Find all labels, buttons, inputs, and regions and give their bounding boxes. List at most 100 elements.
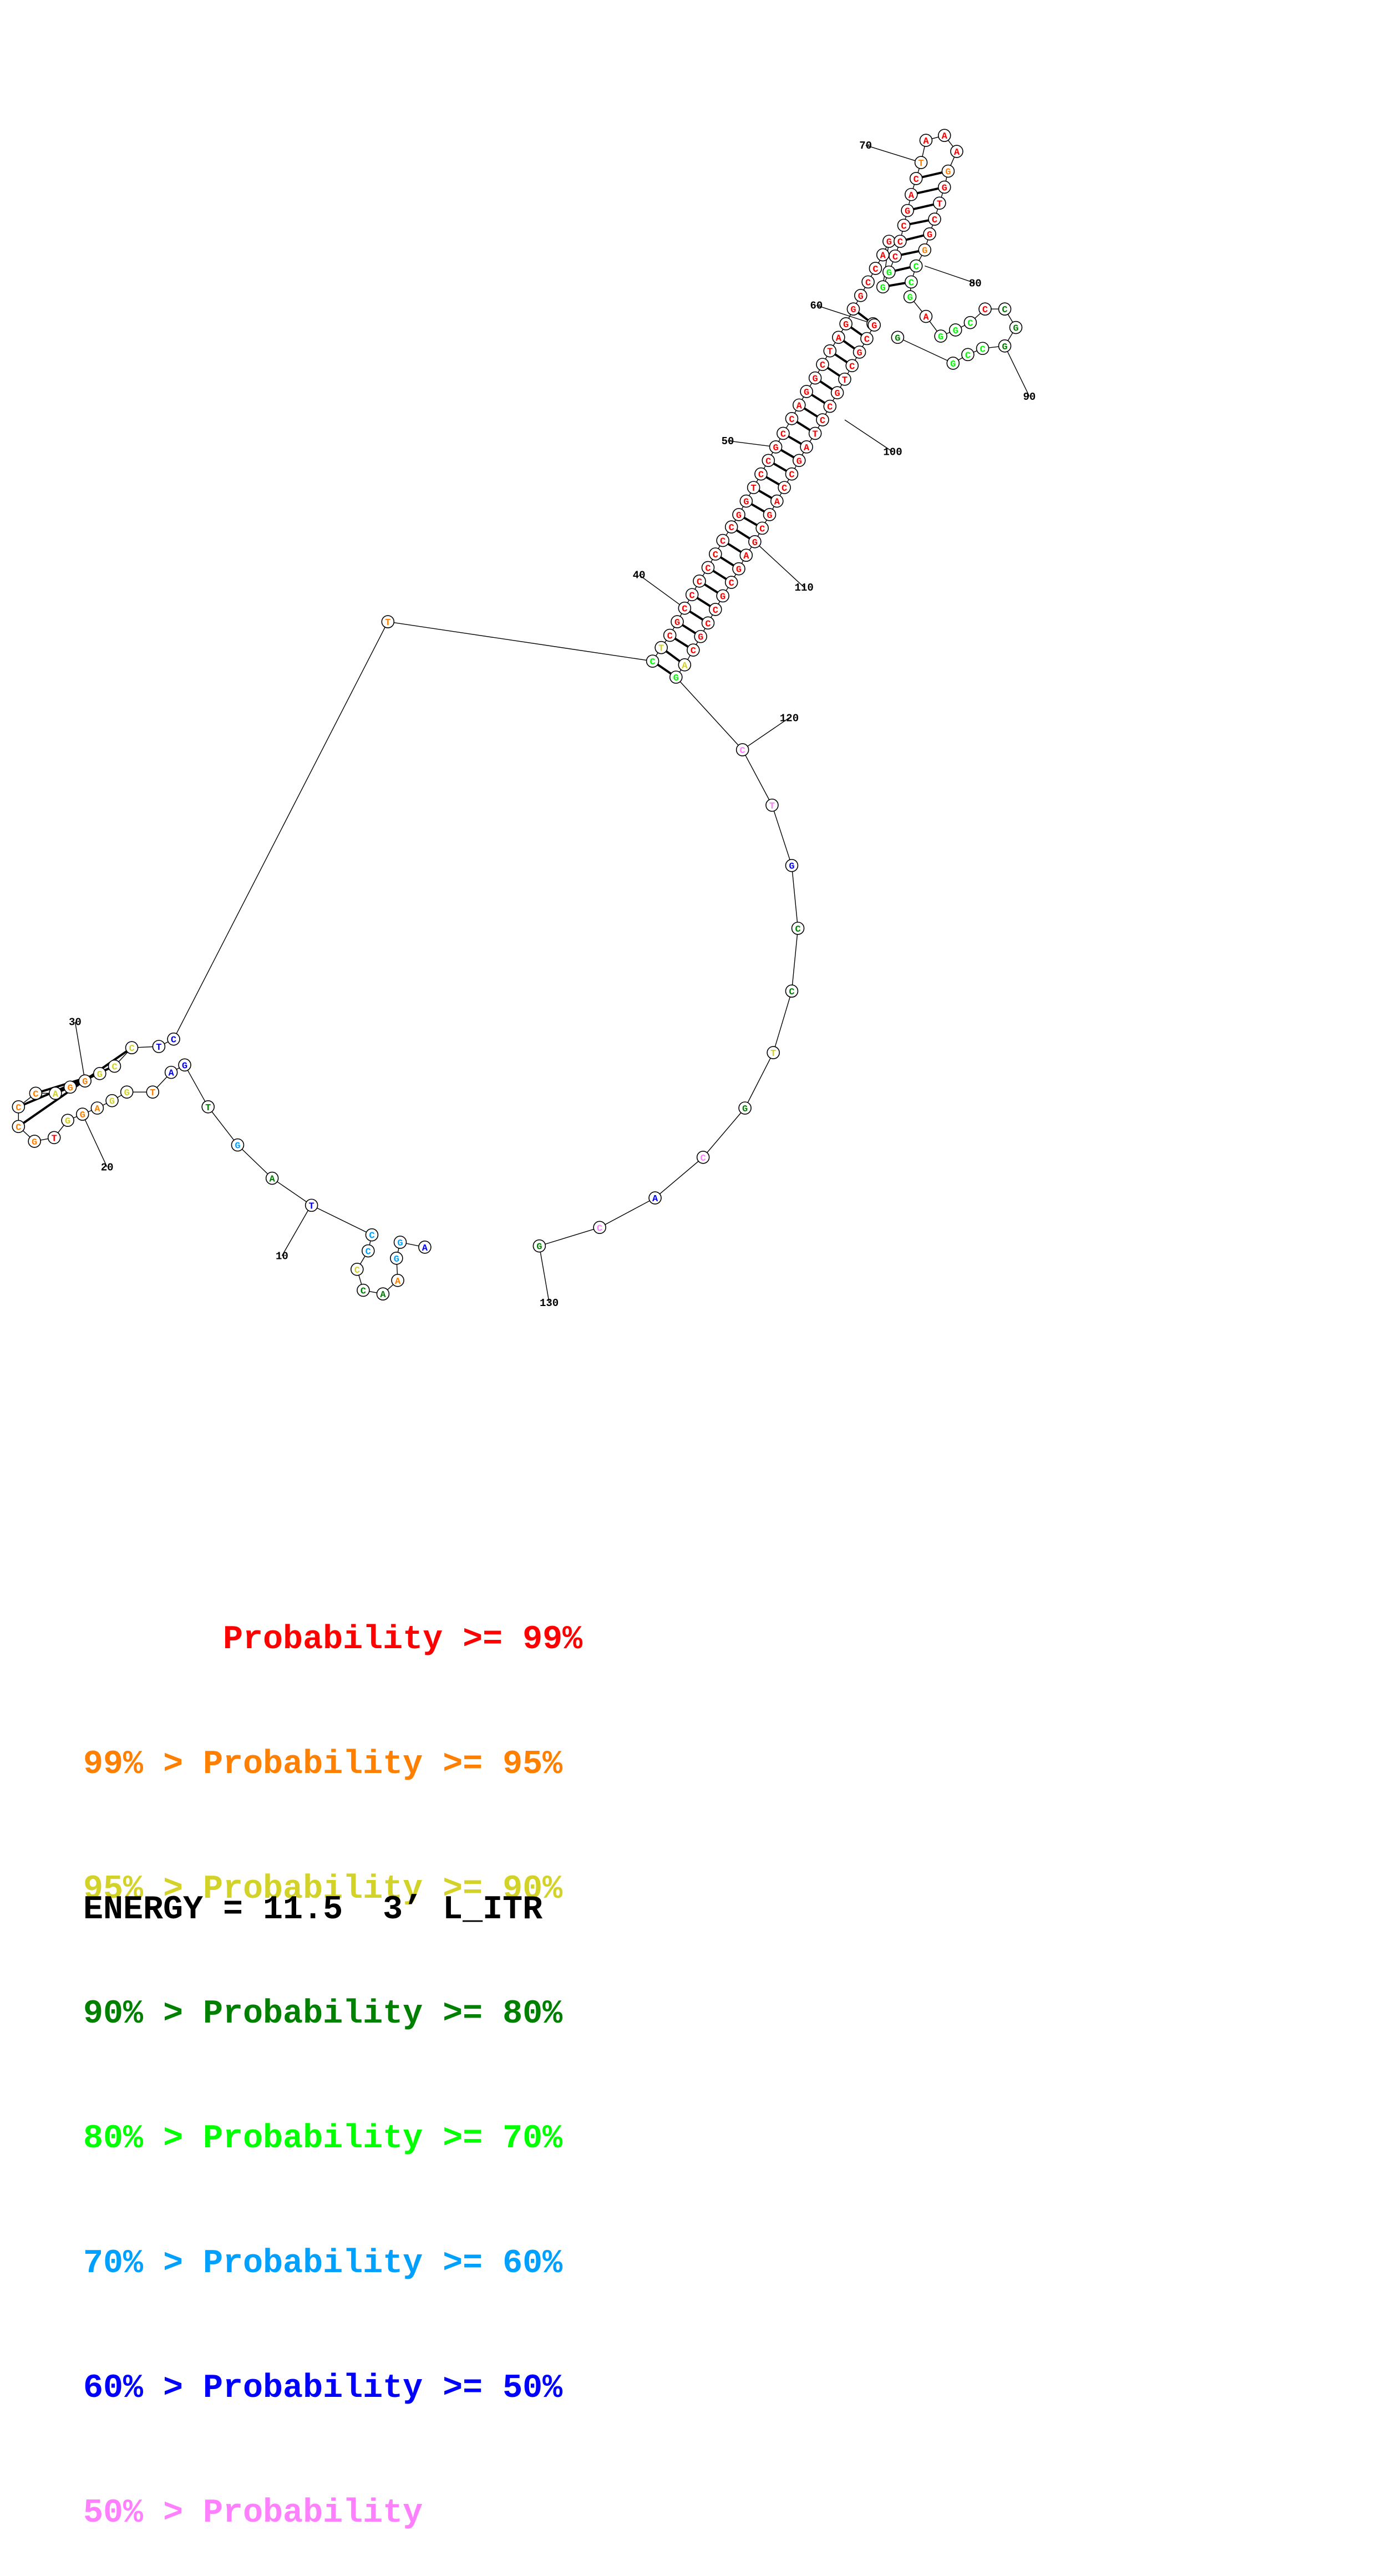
- index-tick: [865, 145, 921, 163]
- nucleotide-letter: A: [774, 497, 780, 508]
- nucleotide-letter: G: [813, 374, 818, 385]
- nucleotide-letter: C: [849, 362, 855, 372]
- nucleotide-letter: G: [97, 1070, 103, 1080]
- nucleotide-circle: [905, 187, 918, 201]
- nucleotide-circle: [47, 1131, 61, 1145]
- nucleotide-letter: C: [689, 591, 695, 601]
- nucleotide-circle: [778, 481, 791, 494]
- nucleotide-letter: C: [705, 619, 711, 629]
- nucleotide-letter: A: [380, 1290, 386, 1300]
- nucleotide-circle: [739, 494, 753, 508]
- nucleotide-letter: A: [923, 136, 929, 147]
- nucleotide-letter: T: [150, 1088, 155, 1099]
- nucleotide-letter: C: [765, 456, 771, 467]
- nucleotide-circle: [365, 1228, 379, 1242]
- nucleotide-letter: G: [742, 1104, 748, 1115]
- nucleotide-letter: C: [713, 550, 718, 561]
- legend-line-p70: 80% > Probability >= 70%: [83, 2120, 563, 2158]
- nucleotide-circle: [701, 561, 715, 575]
- nucleotide-letter: A: [168, 1069, 174, 1079]
- backbone-segment: [791, 928, 799, 992]
- nucleotide-letter: G: [922, 246, 927, 257]
- nucleotide-circle: [164, 1065, 178, 1079]
- nucleotide-letter: C: [740, 746, 745, 756]
- nucleotide-circle: [785, 467, 799, 481]
- nucleotide-circle: [654, 641, 668, 654]
- nucleotide-circle: [663, 628, 677, 642]
- nucleotide-letter: C: [701, 1154, 706, 1164]
- nucleotide-circle: [903, 290, 917, 303]
- nucleotide-letter: C: [865, 278, 871, 288]
- nucleotide-letter: C: [369, 1231, 374, 1242]
- nucleotide-circle: [724, 576, 738, 589]
- nucleotide-letter: G: [927, 230, 932, 241]
- nucleotide-circle: [846, 302, 860, 316]
- nucleotide-circle: [823, 399, 837, 413]
- index-tick: [754, 541, 805, 588]
- nucleotide-letter: C: [789, 470, 794, 481]
- nucleotide-letter: C: [967, 319, 973, 329]
- nucleotide-circle: [792, 398, 806, 412]
- nucleotide-letter: C: [820, 416, 825, 426]
- nucleotide-circle: [694, 629, 707, 643]
- nucleotide-letter: T: [770, 1049, 776, 1059]
- nucleotide-letter: G: [843, 320, 849, 331]
- nucleotide-circle: [696, 1151, 710, 1164]
- backbone-segment: [207, 1106, 239, 1146]
- nucleotide-circle: [108, 1059, 121, 1073]
- nucleotide-circle: [669, 670, 683, 684]
- nucleotide-letter: C: [864, 335, 870, 346]
- backbone-segment: [744, 1052, 774, 1109]
- nucleotide-letter: A: [836, 333, 842, 344]
- nucleotide-circle: [791, 922, 805, 935]
- nucleotide-circle: [701, 616, 715, 630]
- nucleotide-letter: G: [871, 321, 877, 332]
- nucleotide-letter: C: [16, 1122, 21, 1133]
- nucleotide-letter: A: [682, 661, 688, 672]
- legend-line-p95: 99% > Probability >= 95%: [83, 1746, 563, 1784]
- nucleotide-letter: T: [813, 429, 818, 440]
- index-tick-lines: [74, 145, 1030, 1303]
- nucleotide-letter: A: [270, 1175, 276, 1185]
- nucleotide-letter: A: [422, 1243, 428, 1254]
- nucleotide-circle: [901, 204, 914, 217]
- nucleotide-letter: C: [759, 524, 765, 535]
- probability-legend: Probability >= 99% 99% > Probability >= …: [83, 1536, 582, 2576]
- nucleotide-letter: T: [769, 801, 775, 812]
- backbone-segment: [703, 1107, 745, 1158]
- nucleotide-circle: [693, 575, 706, 588]
- nucleotide-letter: G: [65, 1116, 70, 1127]
- nucleotide-letter: C: [965, 350, 971, 361]
- index-tick: [742, 717, 790, 750]
- nucleotide-circle: [61, 1114, 74, 1127]
- nucleotide-letter: G: [743, 497, 749, 508]
- nucleotide-circle: [120, 1085, 134, 1099]
- nucleotide-circle: [853, 346, 866, 359]
- nucleotide-letter: G: [752, 538, 758, 548]
- nucleotide-letter: C: [354, 1266, 360, 1276]
- nucleotide-letter: C: [1002, 305, 1007, 316]
- nucleotide-letter: C: [720, 537, 725, 547]
- nucleotide-letter: G: [124, 1088, 130, 1099]
- nucleotide-letter: T: [658, 644, 664, 654]
- index-tick: [539, 1246, 550, 1303]
- nucleotide-letter: C: [129, 1044, 134, 1054]
- nucleotide-letter: T: [309, 1201, 314, 1212]
- nucleotide-circle: [909, 172, 923, 185]
- nucleotide-circle: [909, 259, 923, 273]
- nucleotide-circle: [948, 323, 962, 337]
- nucleotide-letter: C: [111, 1063, 117, 1073]
- nucleotide-circle: [792, 454, 806, 468]
- nucleotide-letter: C: [729, 523, 734, 534]
- nucleotide-letter: G: [736, 565, 742, 576]
- nucleotide-circle: [800, 385, 813, 398]
- nucleotide-circle: [839, 317, 853, 331]
- nucleotide-letter: C: [820, 360, 825, 371]
- nucleotide-circle: [732, 562, 745, 576]
- nucleotide-letter: C: [789, 987, 794, 998]
- nucleotide-letter: T: [205, 1103, 211, 1114]
- nucleotide-letter: G: [673, 673, 679, 684]
- nucleotide-letter: G: [720, 592, 725, 602]
- nucleotide-letter: A: [909, 191, 915, 201]
- nucleotide-letter: G: [698, 633, 703, 643]
